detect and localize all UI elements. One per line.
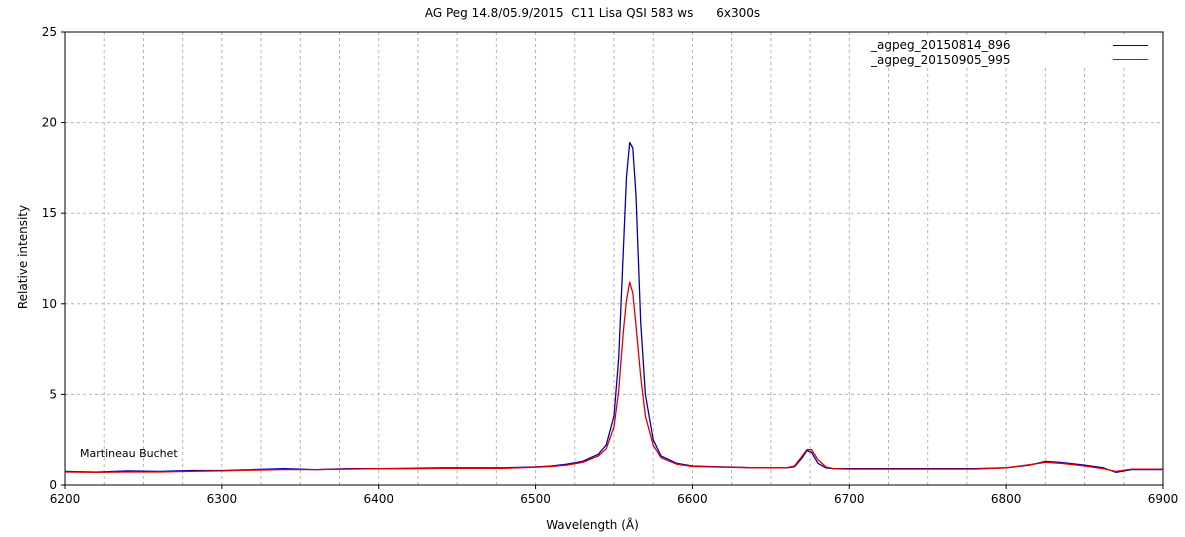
- legend-label-series-2: _agpeg_20150905_995: [871, 53, 1011, 67]
- y-tick-label: 0: [49, 478, 57, 492]
- series-line-2: [64, 281, 1163, 473]
- legend-swatch-series-2: [1113, 59, 1148, 60]
- y-tick-label: 20: [42, 116, 57, 130]
- x-tick-label: 6200: [50, 492, 81, 506]
- x-tick-label: 6700: [834, 492, 865, 506]
- y-tick-label: 5: [49, 387, 57, 401]
- x-tick-label: 6600: [677, 492, 708, 506]
- legend-label-series-1: _agpeg_20150814_896: [871, 38, 1011, 52]
- x-axis-label: Wavelength (Å): [546, 518, 639, 532]
- legend: _agpeg_20150814_896 _agpeg_20150905_995: [863, 37, 1158, 67]
- y-tick-label: 15: [42, 206, 57, 220]
- x-tick-label: 6800: [991, 492, 1022, 506]
- plot-frame: [64, 31, 1164, 486]
- legend-swatch-series-1: [1113, 45, 1148, 46]
- x-tick-label: 6900: [1148, 492, 1179, 506]
- chart-title: AG Peg 14.8/05.9/2015 C11 Lisa QSI 583 w…: [424, 6, 761, 20]
- author-annotation: Martineau Buchet: [80, 447, 178, 460]
- y-tick-label: 10: [42, 297, 57, 311]
- y-tick-label: 25: [42, 25, 57, 39]
- x-tick-label: 6500: [520, 492, 551, 506]
- x-tick-label: 6300: [207, 492, 238, 506]
- x-tick-label: 6400: [363, 492, 394, 506]
